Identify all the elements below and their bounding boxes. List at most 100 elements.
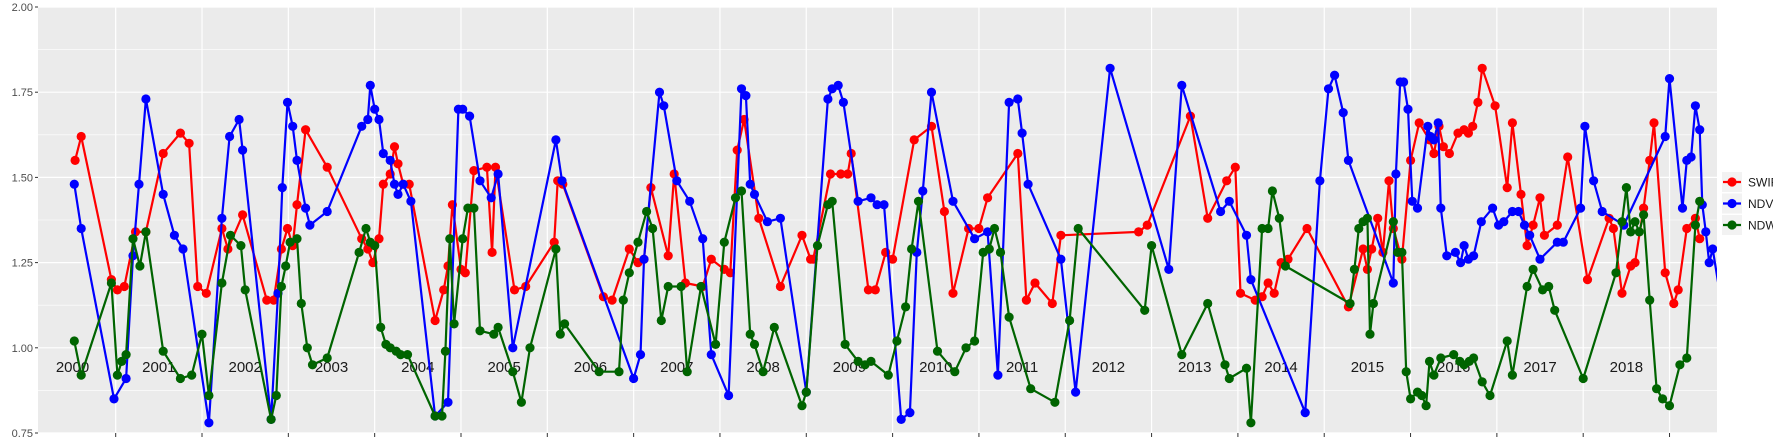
data-point-swir <box>70 155 80 165</box>
data-point-ndvi <box>654 87 665 97</box>
data-point-ndwi <box>276 281 286 292</box>
data-point-ndwi <box>1626 227 1636 237</box>
data-point-ndwi <box>801 387 811 397</box>
data-point-ndvi <box>121 373 131 384</box>
data-point-swir <box>1528 220 1538 230</box>
data-point-ndvi <box>1686 152 1696 162</box>
data-point-ndvi <box>896 414 906 424</box>
data-point-ndwi <box>322 353 332 363</box>
data-point-swir <box>1507 118 1517 128</box>
data-point-swir <box>1463 128 1473 138</box>
data-point-ndwi <box>812 241 823 251</box>
data-point-ndwi <box>1267 186 1277 196</box>
data-point-ndwi <box>158 346 168 356</box>
data-point-swir <box>184 138 194 148</box>
series-ndvi <box>69 63 1717 428</box>
data-point-ndwi <box>1397 247 1407 257</box>
data-point-ndwi <box>204 390 214 401</box>
data-point-swir <box>797 230 807 240</box>
data-point-swir <box>1269 288 1279 298</box>
data-point-ndvi <box>169 230 179 240</box>
data-point-ndwi <box>633 237 643 247</box>
data-point-ndvi <box>475 176 485 186</box>
data-point-ndvi <box>1017 128 1027 138</box>
data-point-ndwi <box>995 247 1006 257</box>
data-point-ndwi <box>370 241 380 251</box>
data-point-ndwi <box>866 356 876 366</box>
data-point-ndwi <box>402 350 413 360</box>
data-point-ndwi <box>1634 227 1644 237</box>
data-point-ndvi <box>282 97 293 107</box>
data-point-swir <box>1673 285 1683 295</box>
data-point-ndvi <box>1412 203 1423 213</box>
data-point-ndvi <box>872 200 882 210</box>
year-label: 2014 <box>1264 359 1297 376</box>
data-point-swir <box>1142 220 1152 230</box>
data-point-swir <box>1608 223 1618 234</box>
data-point-ndwi <box>1417 390 1427 401</box>
data-point-ndvi <box>363 114 373 125</box>
data-point-ndvi <box>672 176 682 186</box>
data-point-ndvi <box>389 179 400 189</box>
data-point-ndvi <box>1513 206 1524 217</box>
data-point-ndwi <box>1280 261 1290 271</box>
data-point-ndwi <box>1224 373 1234 384</box>
data-point-ndwi <box>1695 196 1705 206</box>
data-point-swir <box>1384 176 1394 186</box>
data-point-ndvi <box>69 179 79 189</box>
data-point-ndwi <box>961 343 971 353</box>
data-point-ndwi <box>1550 305 1560 315</box>
data-point-ndvi <box>374 114 384 125</box>
data-point-swir <box>1522 241 1532 251</box>
data-point-ndvi <box>551 135 561 145</box>
data-point-ndvi <box>635 350 646 360</box>
data-point-ndwi <box>1617 217 1627 227</box>
data-point-ndvi <box>134 179 144 189</box>
data-point-ndwi <box>1368 298 1378 309</box>
data-point-swir <box>706 254 716 264</box>
data-point-ndwi <box>525 343 535 353</box>
data-point-ndvi <box>486 193 496 203</box>
data-point-ndvi <box>1677 203 1688 213</box>
data-point-ndwi <box>445 234 455 244</box>
data-point-ndvi <box>508 343 518 353</box>
data-point-swir <box>1362 264 1372 274</box>
data-point-ndwi <box>696 281 706 292</box>
data-point-ndwi <box>271 390 281 401</box>
data-point-ndwi <box>560 319 570 329</box>
data-point-ndwi <box>758 367 768 377</box>
legend: SWIR NDVI NDWI <box>1722 172 1773 235</box>
data-point-ndvi <box>277 183 287 193</box>
data-point-swir <box>1660 268 1670 278</box>
y-axis: 0.75 1.00 1.25 1.50 1.75 2.00 <box>12 2 38 440</box>
data-point-swir <box>378 179 388 189</box>
data-point-swir <box>1414 118 1424 128</box>
year-label: 2017 <box>1523 359 1556 376</box>
data-point-ndwi <box>187 370 197 380</box>
data-point-swir <box>238 210 248 220</box>
data-point-swir <box>1235 288 1246 298</box>
data-point-ndwi <box>225 230 236 240</box>
data-point-ndwi <box>117 356 127 366</box>
data-point-ndvi <box>1535 254 1545 264</box>
legend-key-point-swir <box>1727 177 1737 187</box>
year-label: 2004 <box>401 359 434 376</box>
data-point-ndvi <box>1433 118 1443 128</box>
data-point-ndwi <box>711 339 721 349</box>
data-point-ndvi <box>838 97 849 107</box>
data-point-swir <box>322 162 332 172</box>
data-point-ndvi <box>775 213 786 223</box>
data-point-ndvi <box>879 200 889 210</box>
data-point-ndwi <box>663 281 673 292</box>
data-point-ndvi <box>305 220 315 230</box>
data-point-ndwi <box>797 401 807 411</box>
data-point-ndvi <box>225 131 235 142</box>
data-point-swir <box>836 169 846 179</box>
legend-key-point-ndwi <box>1727 220 1737 230</box>
data-point-swir <box>1695 234 1705 244</box>
data-point-ndvi <box>629 373 639 384</box>
data-point-swir <box>663 251 673 261</box>
data-point-ndvi <box>706 350 716 360</box>
data-point-ndvi <box>1343 155 1353 165</box>
data-point-ndvi <box>1391 169 1401 179</box>
